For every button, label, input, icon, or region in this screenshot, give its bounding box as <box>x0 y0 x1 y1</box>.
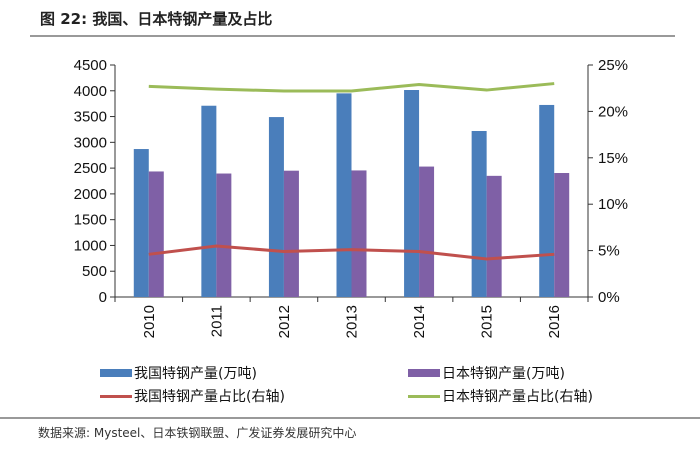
legend-swatch <box>408 369 440 377</box>
line-series <box>148 244 555 261</box>
bar-2012 <box>283 170 299 297</box>
x-tick-label: 2012 <box>276 305 293 338</box>
right-tick-label: 15% <box>598 150 628 167</box>
bar-2010 <box>148 171 164 297</box>
legend-swatch <box>408 394 440 398</box>
chart: 0 500 1000 1500 2000 2500 3000 3500 4000 4500 0% 5%… <box>74 57 628 338</box>
source-divider <box>0 417 700 419</box>
bar-2015 <box>471 130 487 297</box>
legend-label: 日本特钢产量(万吨) <box>442 366 565 382</box>
left-tick-label: 2000 <box>74 186 107 203</box>
left-tick-label: 2500 <box>74 160 107 177</box>
bar-2014 <box>419 166 435 297</box>
bar-2014 <box>404 90 420 297</box>
bar-2013 <box>336 93 352 297</box>
left-tick-label: 3000 <box>74 134 107 151</box>
bar-2010 <box>133 149 149 297</box>
legend-swatch <box>100 369 132 377</box>
left-tick-label: 4500 <box>74 57 107 74</box>
bar-2016 <box>539 104 555 297</box>
legend-label: 日本特钢产量占比(右轴) <box>442 389 593 405</box>
legend-item: 日本特钢产量占比(右轴) <box>408 386 593 406</box>
left-tick-label: 3500 <box>74 109 107 126</box>
right-tick-label: 10% <box>598 196 628 213</box>
x-tick-label: 2014 <box>411 305 428 338</box>
line-series <box>148 82 555 93</box>
left-tick-label: 500 <box>82 263 107 280</box>
left-tick-label: 1000 <box>74 237 107 254</box>
x-tick-label: 2011 <box>208 305 225 337</box>
bar-2011 <box>216 173 232 297</box>
x-tick-label: 2010 <box>141 305 158 338</box>
right-tick-label: 5% <box>598 243 620 260</box>
source-note: 数据来源: Mysteel、日本铁钢联盟、广发证券发展研究中心 <box>38 426 357 440</box>
legend-label: 我国特钢产量占比(右轴) <box>134 389 285 405</box>
bar-2015 <box>486 175 502 297</box>
right-tick-label: 20% <box>598 103 628 120</box>
left-tick-label: 4000 <box>74 83 107 100</box>
bar-2011 <box>201 105 217 298</box>
x-tick-label: 2013 <box>344 305 361 338</box>
legend-label: 我国特钢产量(万吨) <box>134 366 257 382</box>
title-divider <box>30 35 675 37</box>
legend-item: 日本特钢产量(万吨) <box>408 363 565 383</box>
right-tick-label: 25% <box>598 57 628 74</box>
bar-2016 <box>554 173 570 297</box>
bar-2012 <box>268 117 284 298</box>
right-tick-label: 0% <box>598 289 620 306</box>
legend-swatch <box>100 394 132 398</box>
bar-2013 <box>351 170 367 297</box>
left-tick-label: 0 <box>99 289 107 306</box>
legend-item: 我国特钢产量占比(右轴) <box>100 386 285 406</box>
legend-item: 我国特钢产量(万吨) <box>100 363 257 383</box>
x-tick-label: 2015 <box>479 305 496 338</box>
figure-title: 图 22: 我国、日本特钢产量及占比 <box>40 10 273 28</box>
left-tick-label: 1500 <box>74 212 107 229</box>
x-tick-label: 2016 <box>546 305 563 338</box>
